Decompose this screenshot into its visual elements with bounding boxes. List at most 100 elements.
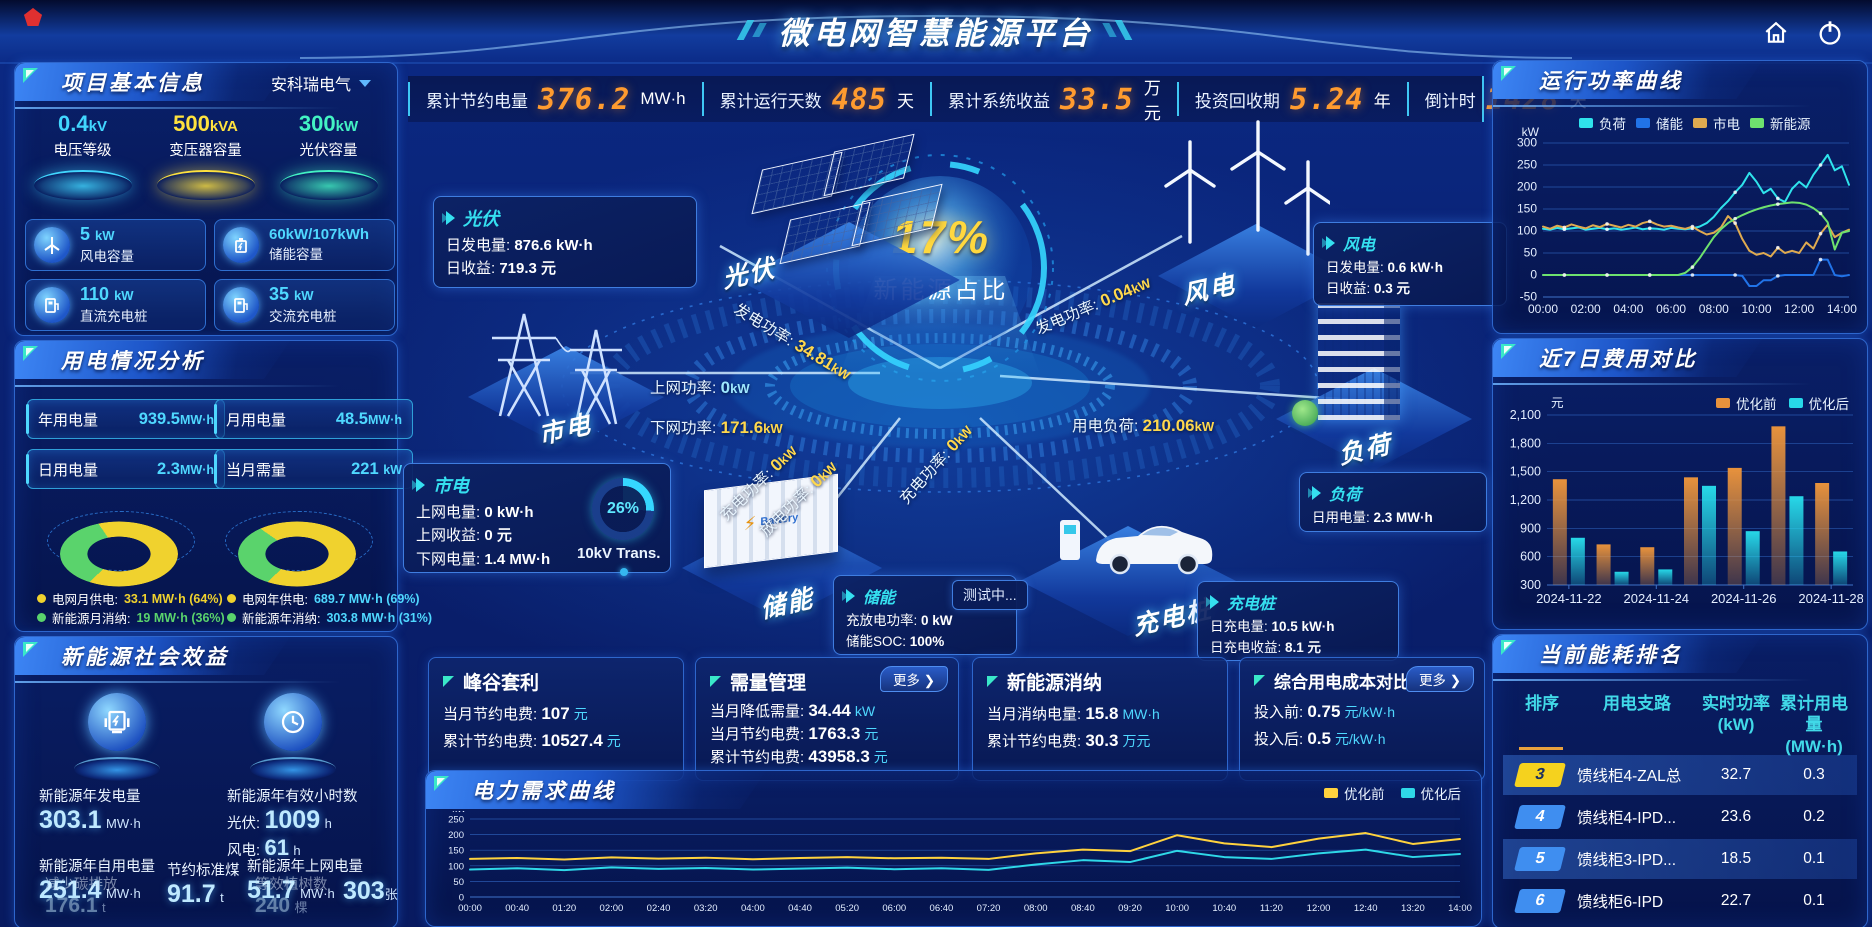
legend-item[interactable]: 优化后: [1788, 393, 1850, 413]
legend-item[interactable]: 负荷: [1579, 113, 1626, 133]
panel-title-bar: 项目基本信息: [15, 63, 290, 101]
infobox-charger: 充电桩 日充电量: 10.5 kW·h 日充电收益: 8.1 元: [1197, 581, 1399, 661]
legend-swatch: [1716, 398, 1730, 408]
table-row[interactable]: 4 馈线柜4-IPD... 23.6 0.2: [1503, 797, 1857, 837]
legend-item[interactable]: 优化前: [1716, 393, 1777, 413]
infobox-value: 8.1 元: [1285, 639, 1322, 655]
svg-text:04:40: 04:40: [788, 903, 812, 914]
realtime-power: 18.5: [1720, 850, 1752, 867]
infobox-value: 100%: [909, 633, 945, 649]
demand-legend: 优化前 优化后: [1324, 783, 1461, 803]
svg-text:2024-11-28: 2024-11-28: [1798, 591, 1863, 606]
divider: [15, 107, 397, 109]
legend-item[interactable]: 优化后: [1400, 783, 1461, 803]
legend-value: 33.1 MW·h (64%): [123, 591, 223, 606]
card-label: 风电容量: [80, 248, 134, 264]
metric-unit: h: [293, 843, 301, 858]
kpi-value: 5.24: [1289, 82, 1364, 116]
svg-text:10:00: 10:00: [1741, 302, 1771, 316]
more-button[interactable]: 更多 ❯: [879, 666, 948, 692]
header: 微电网智慧能源平台: [0, 0, 1872, 64]
svg-text:10:40: 10:40: [1212, 903, 1236, 914]
metric-trees: 等效植树数 240 棵: [255, 873, 328, 918]
legend-label: 电网月供电:: [52, 593, 118, 607]
svg-text:03:20: 03:20: [694, 903, 718, 914]
svg-text:元: 元: [1551, 396, 1564, 410]
arrow-icon: [842, 589, 855, 603]
arrow-icon: [1308, 486, 1321, 500]
home-button[interactable]: [1756, 13, 1796, 53]
legend-item[interactable]: 市电: [1693, 113, 1740, 133]
infobox-key: 日收益:: [1326, 280, 1371, 296]
table-row[interactable]: 6 馈线柜6-IPD 22.7 0.1: [1503, 881, 1857, 921]
kpi-label: 倒计时: [1424, 91, 1476, 111]
donut-month: [60, 521, 178, 587]
power-legend: 负荷 储能 市电 新能源: [1579, 113, 1811, 133]
box-unit: 元/kW·h: [1344, 704, 1395, 720]
branch-name: 馈线柜6-IPD: [1577, 894, 1664, 911]
infobox-title: 充电桩: [1227, 596, 1276, 613]
flow-label: 上网功率:: [650, 380, 717, 397]
svg-text:0: 0: [1530, 268, 1537, 282]
panel-corner-icon: [23, 346, 38, 361]
flow-unit: kW: [763, 421, 783, 436]
legend-item[interactable]: 优化前: [1324, 783, 1385, 803]
realtime-power: 22.7: [1720, 892, 1752, 909]
realtime-power: 32.7: [1720, 766, 1752, 783]
legend-newenergy-year: 新能源年消纳: 303.8 MW·h (31%): [227, 608, 432, 627]
metric-label: 新能源年自用电量: [39, 859, 155, 875]
svg-text:11:20: 11:20: [1260, 903, 1283, 914]
metric-value: 91.7: [167, 880, 216, 908]
stat-label: 当月需量: [226, 461, 287, 479]
power-button[interactable]: [1810, 13, 1850, 53]
panel-title-bar: 用电情况分析: [15, 341, 290, 379]
box-key: 当月节约电费:: [710, 725, 805, 743]
more-button[interactable]: 更多 ❯: [1405, 666, 1474, 692]
svg-text:10:00: 10:00: [1165, 903, 1189, 914]
legend-swatch: [1324, 788, 1338, 798]
table-row[interactable]: 5 馈线柜3-IPD... 18.5 0.1: [1503, 839, 1857, 879]
project-selector[interactable]: 安科瑞电气: [271, 71, 371, 95]
legend-label: 优化前: [1344, 787, 1385, 802]
donut-month-chart: [45, 489, 195, 587]
metric-value: 251.4: [39, 876, 102, 904]
box-value: 10527.4: [541, 731, 603, 751]
svg-text:200: 200: [1517, 180, 1537, 194]
legend-label: 优化后: [1808, 397, 1850, 412]
infobox-title: 市电: [433, 476, 469, 496]
legend-swatch: [1693, 118, 1707, 128]
svg-text:06:00: 06:00: [882, 903, 906, 914]
infobox-value: 876.6 kW·h: [514, 237, 593, 254]
table-row[interactable]: 3 馈线柜4-ZAL总 32.7 0.3: [1503, 755, 1857, 795]
svg-text:00:40: 00:40: [505, 903, 529, 914]
card-value: 60kW/107kWh: [269, 225, 370, 243]
title-decor-left: [736, 20, 767, 40]
legend-item[interactable]: 新能源: [1750, 113, 1811, 133]
branch-name: 馈线柜3-IPD...: [1577, 852, 1677, 869]
svg-text:13:20: 13:20: [1401, 903, 1425, 914]
flow-value: 210.06: [1142, 416, 1195, 435]
capacity-pedestals: 0.4kV 电压等级 500kVA 变压器容量 300kW 光伏容量: [21, 111, 391, 200]
kpi-energy-saved: 累计节约电量 376.2 MW·h: [408, 82, 702, 116]
metric-value: 61: [264, 835, 289, 860]
legend-item[interactable]: 储能: [1636, 113, 1683, 133]
svg-text:04:00: 04:00: [741, 903, 765, 914]
rank-badge: 5: [1514, 847, 1566, 871]
kpi-label: 累计运行天数: [719, 91, 822, 111]
box-unit: 元: [573, 706, 588, 722]
power-icon: [1819, 21, 1841, 45]
box-value: 1763.3: [808, 723, 861, 743]
stat-value: 939.5: [138, 409, 180, 428]
stat-day-usage: 日用电量 2.3MW·h: [26, 449, 225, 489]
box-value: 34.44: [808, 701, 851, 720]
svg-text:200: 200: [448, 830, 464, 841]
svg-text:100: 100: [448, 861, 464, 872]
stat-month-demand: 当月需量 221 kW: [214, 449, 413, 489]
rank-indicator: [1519, 747, 1563, 750]
infobox-key: 日发电量:: [446, 237, 511, 254]
infobox-value: 719.3 元: [499, 260, 557, 278]
panel-corner-icon: [1501, 640, 1516, 655]
svg-text:02:40: 02:40: [647, 903, 671, 914]
transformer-label: 10kV Trans.: [577, 545, 661, 562]
building-icon: [1318, 302, 1400, 420]
